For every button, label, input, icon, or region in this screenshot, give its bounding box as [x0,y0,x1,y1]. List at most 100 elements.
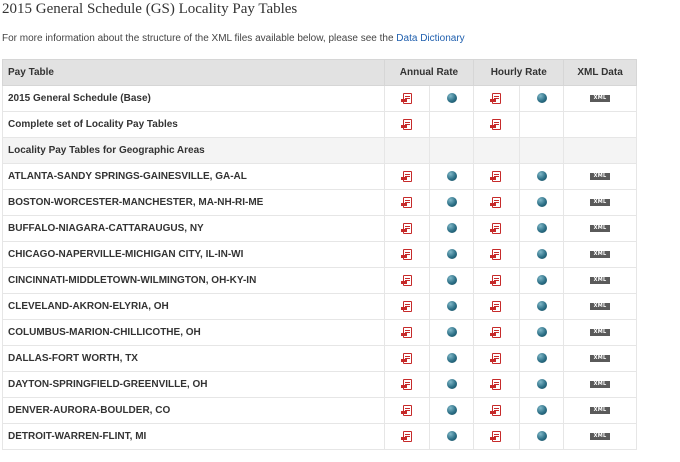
pdf-icon[interactable] [490,248,502,260]
annual-web-cell [429,293,475,320]
globe-icon[interactable] [446,275,457,286]
annual-pdf-cell [383,267,431,294]
globe-icon[interactable] [536,197,547,208]
pdf-icon[interactable] [400,274,412,286]
hourly-web-cell [519,241,565,268]
globe-icon[interactable] [446,249,457,260]
pdf-icon[interactable] [400,92,412,104]
pdf-icon[interactable] [400,352,412,364]
hourly-web-cell [519,293,565,320]
pdf-icon[interactable] [400,196,412,208]
globe-icon[interactable] [536,301,547,312]
pdf-icon[interactable] [400,300,412,312]
globe-icon[interactable] [536,171,547,182]
section-row: Locality Pay Tables for Geographic Areas [2,137,637,164]
hourly-web-cell [519,111,565,138]
pdf-icon[interactable] [490,170,502,182]
row-name: Complete set of Locality Pay Tables [2,111,385,138]
pdf-icon[interactable] [490,430,502,442]
pdf-icon[interactable] [490,118,502,130]
annual-pdf-cell [383,189,431,216]
pdf-icon[interactable] [490,300,502,312]
globe-icon[interactable] [446,301,457,312]
xml-cell: XML [563,85,637,112]
pdf-icon[interactable] [490,274,502,286]
globe-icon[interactable] [536,379,547,390]
globe-icon[interactable] [536,249,547,260]
globe-icon[interactable] [446,431,457,442]
xml-icon[interactable]: XML [590,198,611,206]
xml-icon[interactable]: XML [590,94,611,102]
hourly-pdf-cell [473,137,521,164]
table-row: CLEVELAND-AKRON-ELYRIA, OH XML [2,293,637,320]
annual-web-cell [429,319,475,346]
pdf-icon[interactable] [490,404,502,416]
xml-cell: XML [563,267,637,294]
hourly-pdf-cell [473,163,521,190]
hourly-pdf-cell [473,85,521,112]
row-name: DENVER-AURORA-BOULDER, CO [2,397,385,424]
xml-icon[interactable]: XML [590,354,611,362]
pdf-icon[interactable] [400,248,412,260]
annual-pdf-cell [383,111,431,138]
globe-icon[interactable] [536,275,547,286]
xml-cell: XML [563,241,637,268]
annual-web-cell [429,345,475,372]
pdf-icon[interactable] [490,222,502,234]
table-row: BOSTON-WORCESTER-MANCHESTER, MA-NH-RI-ME… [2,189,637,216]
page-title: 2015 General Schedule (GS) Locality Pay … [2,1,298,17]
xml-cell: XML [563,319,637,346]
hourly-pdf-cell [473,215,521,242]
annual-web-cell [429,267,475,294]
globe-icon[interactable] [536,353,547,364]
xml-icon[interactable]: XML [590,432,611,440]
xml-icon[interactable]: XML [590,406,611,414]
globe-icon[interactable] [446,171,457,182]
globe-icon[interactable] [446,197,457,208]
pdf-icon[interactable] [400,378,412,390]
pdf-icon[interactable] [400,404,412,416]
header-hourly-rate: Hourly Rate [473,59,565,86]
pdf-icon[interactable] [490,92,502,104]
globe-icon[interactable] [446,223,457,234]
annual-web-cell [429,85,475,112]
row-name: CINCINNATI-MIDDLETOWN-WILMINGTON, OH-KY-… [2,267,385,294]
globe-icon[interactable] [446,93,457,104]
pdf-icon[interactable] [490,378,502,390]
annual-pdf-cell [383,397,431,424]
xml-icon[interactable]: XML [590,250,611,258]
pdf-icon[interactable] [400,222,412,234]
xml-icon[interactable]: XML [590,302,611,310]
data-dictionary-link[interactable]: Data Dictionary [396,33,465,44]
xml-icon[interactable]: XML [590,172,611,180]
pdf-icon[interactable] [490,326,502,338]
globe-icon[interactable] [536,431,547,442]
hourly-pdf-cell [473,293,521,320]
table-row: COLUMBUS-MARION-CHILLICOTHE, OH XML [2,319,637,346]
hourly-pdf-cell [473,345,521,372]
globe-icon[interactable] [536,405,547,416]
table-row: DAYTON-SPRINGFIELD-GREENVILLE, OH XML [2,371,637,398]
pdf-icon[interactable] [400,118,412,130]
table-body: 2015 General Schedule (Base) XML Complete … [2,85,637,450]
globe-icon[interactable] [536,93,547,104]
globe-icon[interactable] [446,353,457,364]
row-name: Locality Pay Tables for Geographic Areas [2,137,385,164]
xml-cell: XML [563,215,637,242]
xml-icon[interactable]: XML [590,224,611,232]
globe-icon[interactable] [446,327,457,338]
xml-icon[interactable]: XML [590,276,611,284]
globe-icon[interactable] [536,327,547,338]
globe-icon[interactable] [536,223,547,234]
pdf-icon[interactable] [400,326,412,338]
xml-icon[interactable]: XML [590,380,611,388]
xml-icon[interactable]: XML [590,328,611,336]
pdf-icon[interactable] [400,430,412,442]
annual-web-cell [429,423,475,450]
pdf-icon[interactable] [490,352,502,364]
pdf-icon[interactable] [490,196,502,208]
hourly-pdf-cell [473,423,521,450]
pdf-icon[interactable] [400,170,412,182]
globe-icon[interactable] [446,379,457,390]
globe-icon[interactable] [446,405,457,416]
